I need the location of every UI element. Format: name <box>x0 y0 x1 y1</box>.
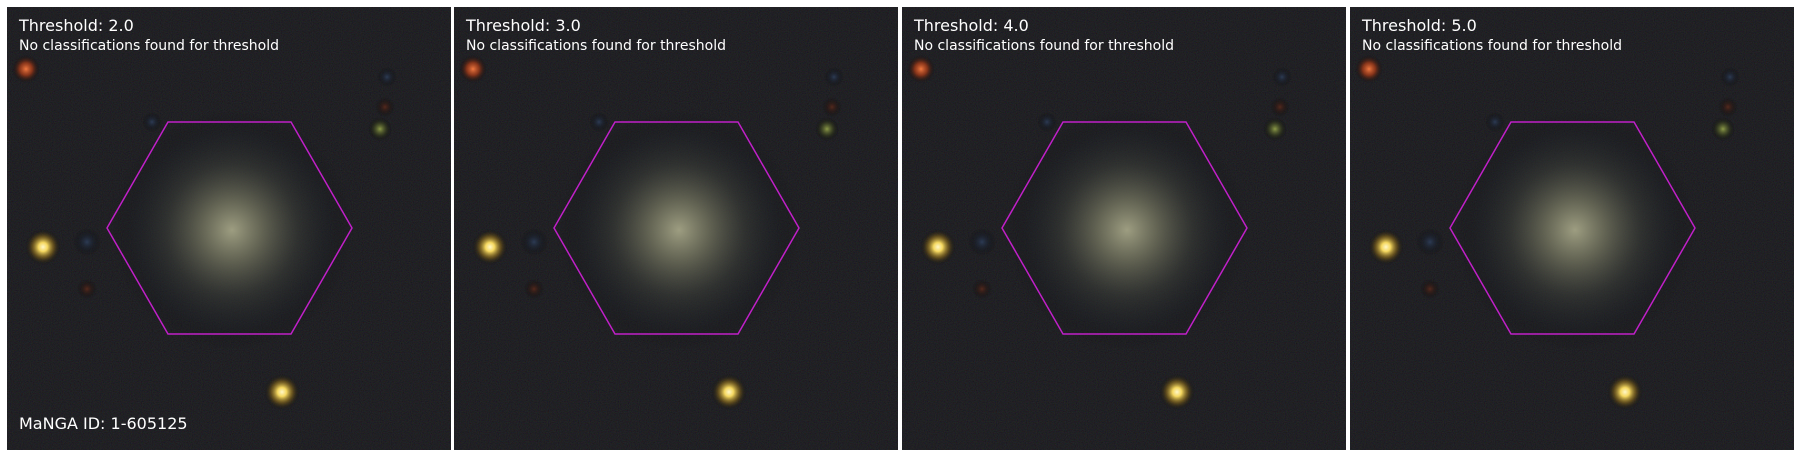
star <box>1607 374 1643 410</box>
panel-title: Threshold: 3.0 <box>466 16 581 35</box>
star <box>459 55 487 83</box>
star <box>1368 229 1404 265</box>
panel-title: Threshold: 4.0 <box>914 16 1029 35</box>
ifu-hexagon <box>553 121 800 335</box>
galaxy-image <box>454 7 898 450</box>
star <box>1263 117 1287 141</box>
panel-subtitle: No classifications found for threshold <box>1362 38 1622 54</box>
star <box>264 374 300 410</box>
star <box>815 117 839 141</box>
panel-title: Threshold: 5.0 <box>1362 16 1477 35</box>
galaxy-image <box>1350 7 1794 450</box>
ifu-hexagon <box>1001 121 1248 335</box>
panel-subtitle: No classifications found for threshold <box>466 38 726 54</box>
panel-title: Threshold: 2.0 <box>19 16 134 35</box>
star <box>472 229 508 265</box>
ifu-hexagon <box>1449 121 1696 335</box>
ifu-hexagon <box>106 121 353 335</box>
panel-subtitle: No classifications found for threshold <box>19 38 279 54</box>
star <box>907 55 935 83</box>
star <box>1355 55 1383 83</box>
star <box>25 229 61 265</box>
star <box>711 374 747 410</box>
galaxy-image <box>902 7 1346 450</box>
panel-subtitle: No classifications found for threshold <box>914 38 1174 54</box>
star <box>1159 374 1195 410</box>
star <box>920 229 956 265</box>
image-panel-threshold-4: Threshold: 4.0 No classifications found … <box>902 7 1346 450</box>
image-panel-threshold-2: Threshold: 2.0 No classifications found … <box>7 7 451 450</box>
manga-id-label: MaNGA ID: 1-605125 <box>19 414 188 433</box>
star <box>1711 117 1735 141</box>
image-panel-threshold-5: Threshold: 5.0 No classifications found … <box>1350 7 1794 450</box>
image-panel-threshold-3: Threshold: 3.0 No classifications found … <box>454 7 898 450</box>
galaxy-image <box>7 7 451 450</box>
star <box>12 55 40 83</box>
star <box>368 117 392 141</box>
